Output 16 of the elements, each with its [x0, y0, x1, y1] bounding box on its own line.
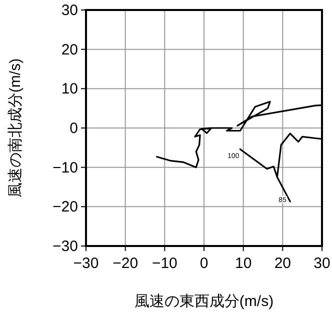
x-tick-label: 0 — [200, 255, 208, 272]
x-tick-label: −30 — [73, 255, 99, 272]
y-tick-label: 10 — [61, 80, 78, 98]
y-tick-label: 30 — [61, 2, 78, 19]
y-axis-title: 風速の南北成分(m/s) — [7, 58, 24, 198]
x-tick-label: −20 — [112, 255, 138, 272]
y-tick-label: −20 — [52, 198, 78, 216]
y-tick-label: −30 — [52, 238, 78, 255]
y-tick-label: 20 — [61, 41, 78, 58]
x-tick-label: 10 — [234, 255, 252, 272]
x-tick-label: −10 — [152, 255, 178, 272]
x-axis-title: 風速の東西成分(m/s) — [134, 293, 274, 310]
y-tick-label: 0 — [70, 120, 78, 137]
x-tick-label: 20 — [274, 255, 292, 272]
x-tick-label: 30 — [314, 255, 330, 272]
y-tick-label: −10 — [52, 159, 78, 176]
